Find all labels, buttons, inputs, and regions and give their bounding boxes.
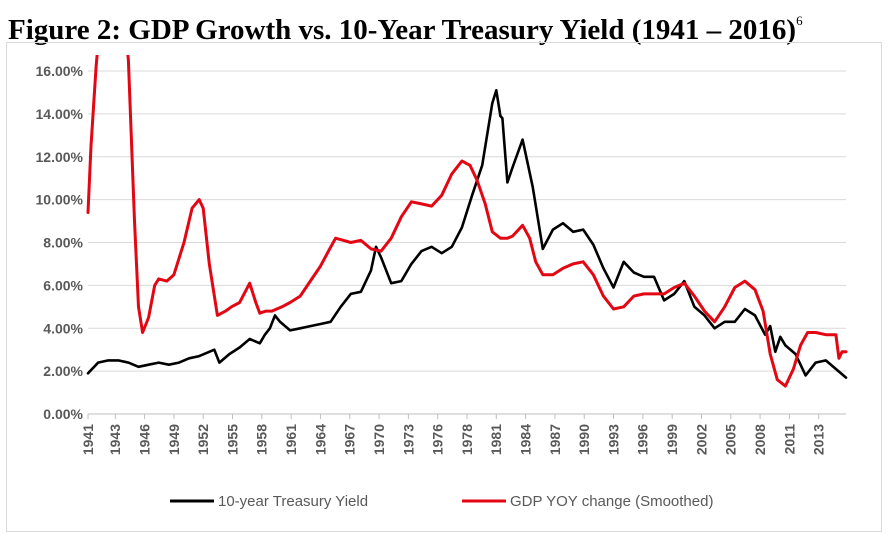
x-tick-label: 1949 (166, 424, 182, 455)
x-tick-label: 1973 (400, 424, 416, 455)
x-tick-label: 1990 (576, 424, 592, 455)
chart-title: Figure 2: GDP Growth vs. 10-Year Treasur… (8, 2, 888, 46)
chart-title-text: Figure 2: GDP Growth vs. 10-Year Treasur… (8, 14, 797, 46)
x-tick-label: 1958 (254, 424, 270, 455)
legend-label: GDP YOY change (Smoothed) (510, 493, 713, 510)
legend-label: 10-year Treasury Yield (218, 493, 368, 510)
x-tick-label: 1996 (635, 424, 651, 455)
x-tick-label: 1941 (80, 424, 96, 455)
x-axis: 1941 1943 1946 1949 1952 1955 1958 1961 1964 1967… (80, 414, 827, 455)
series-group (86, 55, 848, 388)
y-axis-ticks: 0.00% 2.00% 4.00% 6.00% 8.00% 10.00% 12.00% 14.… (36, 63, 84, 422)
y-tick-label: 0.00% (43, 406, 83, 422)
x-tick-label: 2011 (781, 424, 797, 455)
legend: 10-year Treasury Yield GDP YOY change (Sm… (170, 493, 713, 510)
x-tick-label: 1999 (664, 424, 680, 455)
x-tick-label: 1946 (136, 424, 152, 455)
x-tick-label: 1970 (371, 424, 387, 455)
x-tick-label: 1987 (547, 424, 563, 455)
x-tick-label: 2008 (752, 424, 768, 455)
y-tick-label: 14.00% (36, 106, 84, 122)
footnote-mark: 6 (796, 13, 803, 28)
x-tick-label: 2002 (693, 424, 709, 455)
x-tick-label: 2013 (811, 424, 827, 455)
x-tick-label: 1943 (107, 424, 123, 455)
gridlines (88, 70, 846, 415)
x-tick-label: 1967 (342, 424, 358, 455)
y-tick-label: 12.00% (36, 149, 84, 165)
y-tick-label: 6.00% (43, 277, 83, 293)
y-tick-label: 4.00% (43, 320, 83, 336)
x-tick-label: 1993 (605, 424, 621, 455)
series-line-treasury-yield (86, 89, 848, 379)
x-tick-label: 1961 (283, 424, 299, 455)
chart-frame (6, 42, 882, 532)
x-tick-label: 1964 (312, 424, 328, 455)
series-line-gdp-change (86, 55, 848, 388)
x-tick-label: 1981 (488, 424, 504, 455)
y-tick-label: 2.00% (43, 363, 83, 379)
x-tick-label: 2005 (723, 424, 739, 455)
x-tick-label: 1976 (430, 424, 446, 455)
y-tick-label: 8.00% (43, 235, 83, 251)
x-tick-label: 1984 (518, 424, 534, 455)
x-tick-label: 1952 (195, 424, 211, 455)
y-tick-label: 10.00% (36, 192, 84, 208)
x-tick-label: 1978 (459, 424, 475, 455)
x-tick-label: 1955 (224, 424, 240, 455)
y-tick-label: 16.00% (36, 63, 84, 79)
